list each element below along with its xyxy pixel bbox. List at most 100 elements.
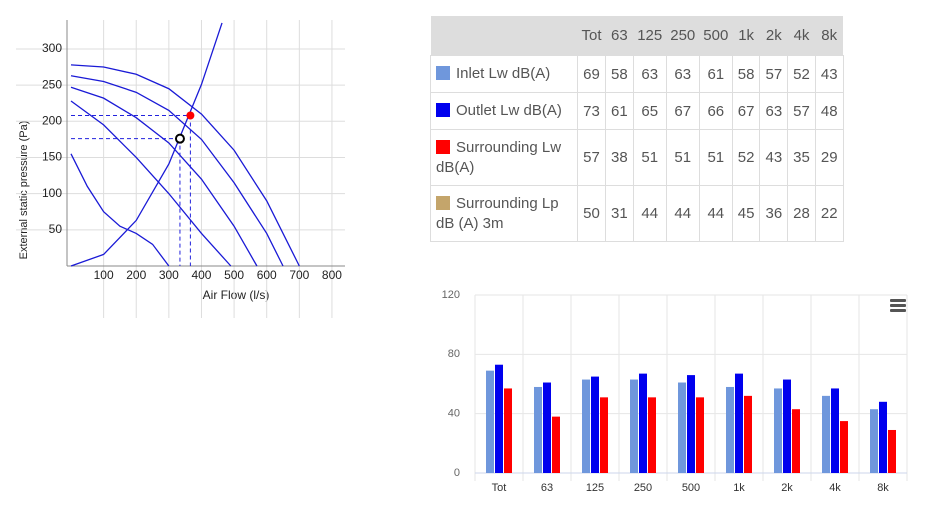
y-tick-label: 300 [42,41,62,55]
y-tick-label: 100 [42,186,62,200]
legend-swatch [436,195,450,210]
legend-swatch [436,103,450,117]
value-cell: 65 [632,92,667,130]
fan-curve [70,153,170,267]
header-cell: 8k [815,16,844,56]
fan-curve [70,86,258,267]
table-row: Surrounding Lp dB (A) 3m 50 31 44 44 44 45 36 28… [430,185,844,242]
value-cell: 73 [576,92,607,130]
x-tick-label: 100 [94,268,114,282]
x-tick-label: 700 [289,268,309,282]
y-tick-label: 50 [49,222,63,236]
bar [822,395,830,473]
x-tick-label: 1k [733,482,745,494]
x-tick-label: 600 [257,268,277,282]
menu-icon[interactable] [890,299,906,312]
value-cell: 57 [759,55,789,93]
fan-curve [70,100,232,267]
bar [648,397,656,473]
row-label: Outlet Lw dB(A) [456,102,562,119]
fan-curve [70,22,223,267]
value-cell: 69 [576,55,607,93]
value-cell: 63 [759,92,789,130]
value-cell: 38 [605,129,634,186]
bar [831,388,839,473]
x-tick-label: Tot [492,482,507,494]
y-tick-label: 200 [42,113,62,127]
bar [534,386,542,473]
value-cell: 63 [632,55,667,93]
value-cell: 29 [814,129,844,186]
bar [600,397,608,473]
value-cell: 51 [665,129,700,186]
x-tick-label: 400 [191,268,211,282]
bar [879,401,887,473]
x-tick-label: 2k [781,482,793,494]
header-cell: 125 [633,16,667,56]
value-cell: 22 [814,185,844,242]
value-cell: 52 [787,55,816,93]
operating-point [186,111,195,120]
x-tick-label: 125 [586,482,604,494]
bar-chart: 0 40 80 120 Tot 63 125 250 500 1k 2k 4k 8k [442,289,908,494]
y-tick-label: 0 [454,467,460,479]
bar [678,382,686,473]
x-tick-label: 250 [634,482,652,494]
value-cell: 51 [698,129,733,186]
legend-swatch [436,66,450,80]
header-cell [430,16,578,56]
y-axis-title: External static pressure (Pa) [18,121,30,260]
row-label: Surrounding Lp dB (A) 3m [436,194,559,232]
value-cell: 57 [787,92,816,130]
bar [792,409,800,473]
fan-curve [70,64,300,267]
bar [726,386,734,473]
value-cell: 44 [665,185,700,242]
y-tick-label: 250 [42,77,62,91]
header-cell: 250 [666,16,700,56]
table-row: Inlet Lw dB(A) 69 58 63 63 61 58 57 52 43 [430,55,844,93]
header-cell: 63 [605,16,634,56]
value-cell: 31 [605,185,634,242]
value-cell: 63 [665,55,700,93]
bar [696,397,704,473]
x-tick-label: 500 [224,268,244,282]
value-cell: 44 [632,185,667,242]
value-cell: 67 [731,92,761,130]
row-label-cell: Inlet Lw dB(A) [430,55,578,93]
bar [591,376,599,473]
bar [774,388,782,473]
sound-table: Tot 63 125 250 500 1k 2k 4k 8k Inlet Lw dB(A) 69 58… [430,16,844,242]
bar [552,416,560,473]
x-tick-label: 8k [877,482,889,494]
fan-curve [70,75,284,267]
value-cell: 58 [605,55,634,93]
bar [582,379,590,473]
bar [630,379,638,473]
row-label: Surrounding Lw dB(A) [436,138,562,176]
bar [495,364,503,473]
bar [744,395,752,473]
bar [870,409,878,473]
value-cell: 44 [698,185,733,242]
value-cell: 36 [759,185,789,242]
y-tick-label: 150 [42,150,62,164]
header-cell: 500 [699,16,733,56]
bar [687,375,695,473]
row-label: Inlet Lw dB(A) [456,65,551,82]
bar [486,370,494,473]
bar [639,373,647,473]
y-tick-label: 40 [448,408,460,420]
header-cell: 2k [759,16,788,56]
value-cell: 67 [665,92,700,130]
x-tick-label: 300 [159,268,179,282]
bar [840,421,848,473]
value-cell: 61 [605,92,634,130]
bar [888,429,896,473]
table-row: Surrounding Lw dB(A) 57 38 51 51 51 52 43 35 29 [430,129,844,186]
x-tick-label: 800 [322,268,342,282]
header-cell: 1k [732,16,760,56]
x-tick-label: 4k [829,482,841,494]
y-tick-label: 120 [442,289,460,301]
